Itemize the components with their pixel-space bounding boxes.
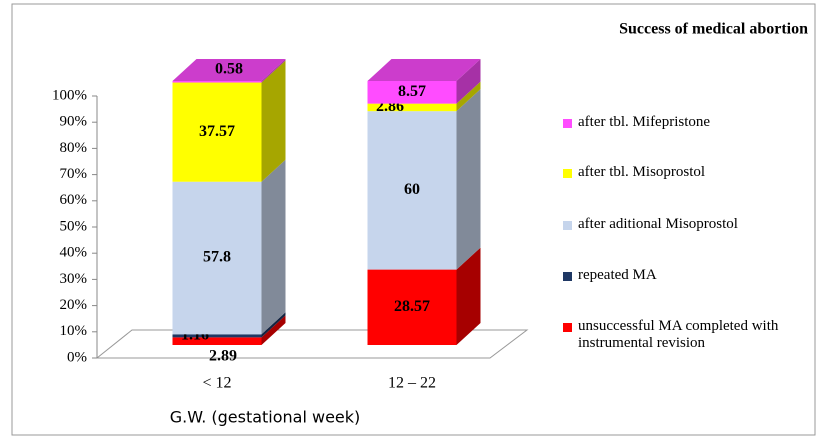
legend-label: after tbl. Mifepristone (578, 114, 711, 130)
legend-swatch (563, 323, 572, 332)
bar-segment (367, 111, 457, 270)
bar-segment (172, 334, 262, 338)
y-tick-label: 30% (60, 271, 88, 287)
data-label: 37.57 (199, 123, 235, 140)
x-tick-label: < 12 (202, 375, 231, 392)
bar-segment (367, 103, 457, 112)
y-tick-label: 60% (60, 192, 88, 208)
y-tick-label: 40% (60, 245, 88, 261)
legend-entry: after tbl. Misoprostol (563, 164, 808, 181)
x-tick-label: 12 – 22 (388, 375, 436, 392)
bar-top (172, 59, 286, 81)
y-tick-label: 100% (52, 87, 87, 103)
bar-segment (172, 82, 262, 182)
legend-entry: unsuccessful MA completed with instrumen… (563, 318, 808, 352)
bar-top (367, 59, 481, 81)
data-label: 2.89 (209, 348, 237, 365)
legend-swatch (563, 221, 572, 230)
bar-side (456, 59, 481, 104)
legend-entry: after tbl. Mifepristone (563, 114, 808, 131)
legend-swatch (563, 272, 572, 281)
legend-swatch (563, 169, 572, 178)
frame (11, 3, 816, 436)
data-label: 60 (404, 181, 420, 198)
floor (95, 329, 529, 359)
legend-label: unsuccessful MA completed with instrumen… (578, 318, 779, 351)
legend-label: after tbl. Misoprostol (578, 164, 706, 180)
y-tick-label: 70% (60, 166, 88, 182)
bar-side (261, 315, 286, 345)
chart-title: Success of medical abortion (619, 21, 808, 38)
bar-segment (172, 181, 262, 335)
bar-segment (172, 337, 262, 345)
y-tick-label: 80% (60, 140, 88, 156)
bar-segment (367, 269, 457, 345)
data-label: 28.57 (394, 298, 430, 315)
bar-segment (367, 81, 457, 104)
y-tick-label: 90% (60, 114, 88, 130)
x-axis-label: G.W. (gestational week) (170, 408, 361, 427)
bar-side (261, 312, 286, 338)
data-label: 8.57 (398, 83, 426, 100)
y-tick-label: 0% (67, 349, 87, 365)
y-tick-label: 10% (60, 323, 88, 339)
bar-side (261, 60, 286, 182)
legend-label: after aditional Misoprostol (578, 216, 738, 232)
bar-side (456, 81, 481, 112)
data-label: 0.58 (215, 61, 243, 78)
data-label: 57.8 (203, 249, 231, 266)
legend-entry: after aditional Misoprostol (563, 216, 808, 233)
y-tick-label: 50% (60, 218, 88, 234)
legend-label: repeated MA (578, 267, 657, 283)
bar-side (261, 59, 286, 83)
y-tick-label: 20% (60, 297, 88, 313)
bar-side (261, 159, 286, 335)
legend-swatch (563, 119, 572, 128)
bar-side (456, 89, 481, 270)
bar-segment (172, 81, 262, 83)
bar-side (456, 247, 481, 345)
legend-entry: repeated MA (563, 267, 808, 284)
